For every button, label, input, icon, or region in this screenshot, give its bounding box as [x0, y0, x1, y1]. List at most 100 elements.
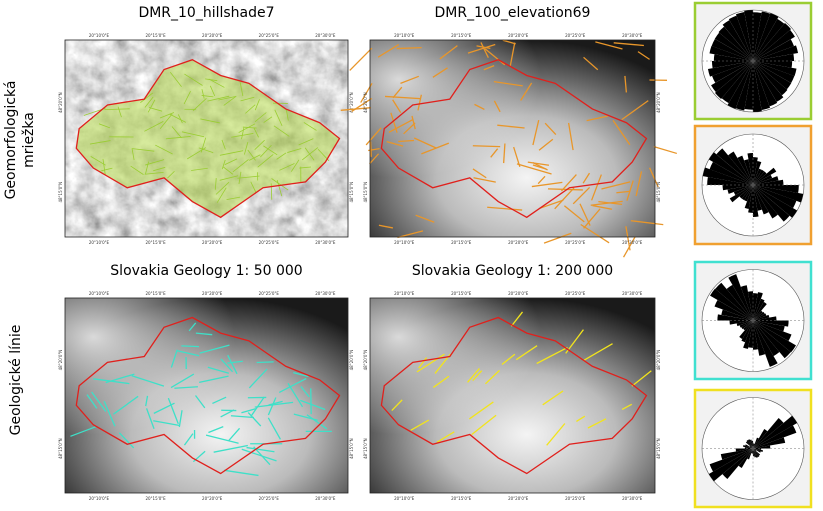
lineament: [213, 444, 248, 453]
lineament: [471, 414, 497, 436]
lineament: [547, 188, 583, 191]
lineament: [300, 399, 326, 411]
lat-label: 48°15'0"N: [58, 438, 63, 459]
lineament: [621, 403, 633, 410]
rose-petal: [720, 448, 753, 460]
lineament: [145, 395, 149, 407]
rose-petal: [727, 185, 753, 194]
lineament: [543, 232, 572, 244]
lineament: [392, 86, 403, 99]
rose-petal: [707, 177, 753, 185]
lon-label: 20°20'0"E: [508, 291, 529, 296]
rose-petal: [753, 61, 762, 112]
rose-petal: [753, 443, 755, 449]
lineament: [102, 158, 106, 175]
row-label-line: Geologické línie: [8, 325, 24, 436]
lineament: [212, 396, 227, 405]
study-area: [75, 316, 341, 475]
lineament: [436, 431, 455, 443]
lineament: [365, 127, 382, 146]
lineament: [583, 56, 599, 71]
lineament: [183, 433, 194, 446]
rose-petal: [718, 26, 753, 62]
rose-petal: [744, 10, 753, 61]
lon-label: 20°30'0"E: [315, 240, 336, 245]
lon-label: 20°20'0"E: [202, 33, 223, 38]
lineament: [228, 427, 241, 442]
lineament: [267, 397, 277, 416]
row-label: Geologické línie: [8, 325, 24, 436]
lineament: [144, 96, 154, 108]
lineament: [403, 122, 416, 135]
lineament: [287, 148, 302, 153]
lon-label: 20°25'0"E: [259, 33, 280, 38]
lineament: [542, 390, 564, 406]
rose-petal: [753, 61, 771, 111]
lat-label: 48°15'0"N: [363, 438, 368, 459]
lineament: [167, 170, 175, 179]
rose-petal: [715, 282, 753, 321]
lineament: [487, 206, 523, 211]
lineament: [349, 47, 373, 71]
lineament: [201, 89, 205, 99]
elevation-light: [65, 298, 348, 493]
lineament: [474, 103, 485, 111]
rose-petal: [753, 169, 765, 185]
rose-petal: [753, 448, 760, 458]
lon-label: 20°25'0"E: [259, 291, 280, 296]
lineament: [248, 368, 268, 389]
lineament: [169, 113, 187, 123]
lon-label: 20°10'0"E: [394, 33, 415, 38]
lineament: [170, 349, 178, 368]
lineament: [254, 139, 265, 150]
rose-petal: [728, 274, 753, 321]
rose-petal: [737, 155, 753, 185]
lineament: [439, 45, 458, 60]
lineament: [274, 109, 283, 127]
lineament: [299, 166, 311, 169]
rose-petal: [712, 61, 753, 83]
lon-label: 20°10'0"E: [394, 496, 415, 501]
rose-petal: [744, 185, 753, 202]
lineament: [304, 147, 315, 161]
lineament: [582, 343, 613, 362]
lineament: [303, 122, 317, 131]
lineament: [253, 127, 259, 138]
lineament: [493, 81, 523, 87]
lat-label: 48°20'0"N: [349, 350, 354, 371]
lineament: [377, 44, 400, 58]
lat-label: 48°20'0"N: [349, 92, 354, 113]
lon-label: 20°15'0"E: [145, 240, 166, 245]
lat-label: 48°20'0"N: [656, 350, 661, 371]
lineament: [184, 73, 203, 86]
lon-label: 20°10'0"E: [89, 33, 110, 38]
rose-petal: [753, 61, 795, 84]
lineament: [293, 413, 318, 421]
lineament: [240, 96, 255, 102]
lineament: [165, 136, 191, 140]
rose-diagram: [693, 1, 813, 121]
rose-petal: [753, 185, 759, 217]
rose-petal: [753, 185, 762, 211]
rose-petal: [753, 320, 766, 356]
rose-petal: [753, 176, 779, 185]
lineament: [221, 159, 226, 170]
lineament: [490, 148, 499, 158]
lon-label: 20°10'0"E: [394, 291, 415, 296]
map-panel: [340, 39, 678, 258]
rose-petal: [753, 22, 792, 61]
lon-label: 20°15'0"E: [145, 496, 166, 501]
lineament: [103, 400, 116, 427]
lineament: [612, 119, 631, 146]
lineament: [247, 412, 262, 427]
lineament: [199, 375, 229, 384]
area-fill: [76, 59, 340, 218]
rose-petal: [728, 151, 753, 185]
lineament: [205, 78, 218, 82]
lineament: [242, 126, 257, 129]
rose-petal: [753, 179, 784, 185]
lineament: [587, 418, 607, 429]
lon-label: 20°20'0"E: [202, 291, 223, 296]
lineament: [483, 64, 495, 71]
rose-petal: [753, 429, 768, 449]
